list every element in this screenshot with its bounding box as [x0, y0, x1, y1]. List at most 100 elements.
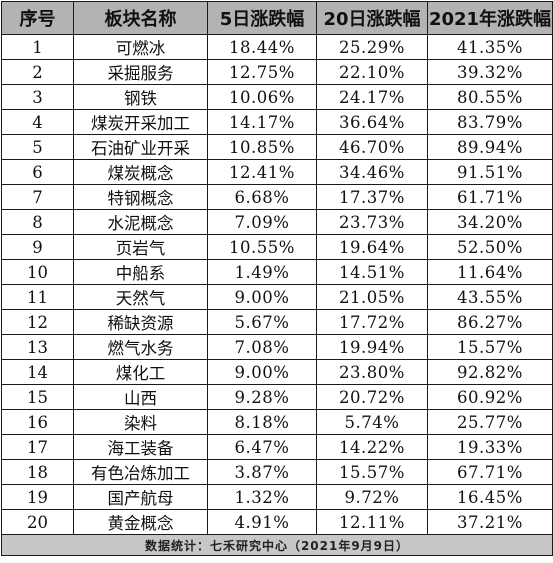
sector-name-cell: 页岩气	[73, 234, 208, 260]
change-2021-cell: 15.57%	[427, 334, 553, 360]
change-2021-cell: 52.50%	[427, 234, 553, 260]
change-2021-cell: 89.94%	[427, 134, 553, 160]
rank-cell: 3	[1, 84, 74, 110]
change-20d-cell: 23.73%	[316, 209, 428, 235]
change-2021-cell: 61.71%	[427, 184, 553, 210]
table-row: 14 煤化工 9.00% 23.80% 92.82%	[1, 359, 553, 385]
change-5d-cell: 8.18%	[207, 409, 317, 435]
change-2021-cell: 60.92%	[427, 384, 553, 410]
sector-name-cell: 黄金概念	[73, 509, 208, 535]
change-20d-cell: 46.70%	[316, 134, 428, 160]
table-row: 1 可燃冰 18.44% 25.29% 41.35%	[1, 34, 553, 60]
sector-name-cell: 稀缺资源	[73, 309, 208, 335]
header-sector-name: 板块名称	[73, 1, 208, 35]
header-20d-change: 20日涨跌幅	[316, 1, 428, 35]
change-20d-cell: 24.17%	[316, 84, 428, 110]
change-20d-cell: 19.64%	[316, 234, 428, 260]
change-20d-cell: 23.80%	[316, 359, 428, 385]
sector-name-cell: 可燃冰	[73, 34, 208, 60]
change-5d-cell: 9.28%	[207, 384, 317, 410]
sector-name-cell: 采掘服务	[73, 59, 208, 85]
change-2021-cell: 34.20%	[427, 209, 553, 235]
change-5d-cell: 18.44%	[207, 34, 317, 60]
change-20d-cell: 20.72%	[316, 384, 428, 410]
change-20d-cell: 19.94%	[316, 334, 428, 360]
change-20d-cell: 22.10%	[316, 59, 428, 85]
table-row: 8 水泥概念 7.09% 23.73% 34.20%	[1, 209, 553, 235]
table-body: 1 可燃冰 18.44% 25.29% 41.35% 2 采掘服务 12.75% 22.10% 3…	[1, 34, 553, 535]
sector-name-cell: 天然气	[73, 284, 208, 310]
table-row: 15 山西 9.28% 20.72% 60.92%	[1, 384, 553, 410]
change-5d-cell: 10.55%	[207, 234, 317, 260]
rank-cell: 6	[1, 159, 74, 185]
change-5d-cell: 14.17%	[207, 109, 317, 135]
sector-name-cell: 山西	[73, 384, 208, 410]
table-row: 11 天然气 9.00% 21.05% 43.55%	[1, 284, 553, 310]
change-5d-cell: 1.49%	[207, 259, 317, 285]
change-2021-cell: 16.45%	[427, 484, 553, 510]
change-2021-cell: 19.33%	[427, 434, 553, 460]
header-rank: 序号	[1, 1, 74, 35]
change-2021-cell: 25.77%	[427, 409, 553, 435]
change-20d-cell: 17.37%	[316, 184, 428, 210]
change-2021-cell: 11.64%	[427, 259, 553, 285]
rank-cell: 11	[1, 284, 74, 310]
change-20d-cell: 12.11%	[316, 509, 428, 535]
change-2021-cell: 41.35%	[427, 34, 553, 60]
sector-name-cell: 煤炭开采加工	[73, 109, 208, 135]
change-5d-cell: 6.47%	[207, 434, 317, 460]
sector-name-cell: 煤炭概念	[73, 159, 208, 185]
table-row: 16 染料 8.18% 5.74% 25.77%	[1, 409, 553, 435]
table-row: 12 稀缺资源 5.67% 17.72% 86.27%	[1, 309, 553, 335]
change-5d-cell: 7.09%	[207, 209, 317, 235]
rank-cell: 12	[1, 309, 74, 335]
sector-name-cell: 燃气水务	[73, 334, 208, 360]
sector-name-cell: 水泥概念	[73, 209, 208, 235]
sector-name-cell: 染料	[73, 409, 208, 435]
change-5d-cell: 10.85%	[207, 134, 317, 160]
table-row: 5 石油矿业开采 10.85% 46.70% 89.94%	[1, 134, 553, 160]
change-5d-cell: 9.00%	[207, 284, 317, 310]
table-header-row: 序号 板块名称 5日涨跌幅 20日涨跌幅 2021年涨跌幅	[1, 1, 553, 35]
table-row: 18 有色冶炼加工 3.87% 15.57% 67.71%	[1, 459, 553, 485]
change-20d-cell: 21.05%	[316, 284, 428, 310]
rank-cell: 1	[1, 34, 74, 60]
table-row: 19 国产航母 1.32% 9.72% 16.45%	[1, 484, 553, 510]
table-footer-row: 数据统计：七禾研究中心（2021年9月9日）	[1, 534, 553, 556]
table-row: 13 燃气水务 7.08% 19.94% 15.57%	[1, 334, 553, 360]
change-5d-cell: 6.68%	[207, 184, 317, 210]
header-2021-change: 2021年涨跌幅	[427, 1, 553, 35]
change-2021-cell: 83.79%	[427, 109, 553, 135]
rank-cell: 9	[1, 234, 74, 260]
sector-name-cell: 煤化工	[73, 359, 208, 385]
sector-name-cell: 特钢概念	[73, 184, 208, 210]
table-row: 9 页岩气 10.55% 19.64% 52.50%	[1, 234, 553, 260]
rank-cell: 5	[1, 134, 74, 160]
change-2021-cell: 92.82%	[427, 359, 553, 385]
change-5d-cell: 5.67%	[207, 309, 317, 335]
change-20d-cell: 36.64%	[316, 109, 428, 135]
table-row: 4 煤炭开采加工 14.17% 36.64% 83.79%	[1, 109, 553, 135]
rank-cell: 15	[1, 384, 74, 410]
sector-name-cell: 有色冶炼加工	[73, 459, 208, 485]
change-2021-cell: 43.55%	[427, 284, 553, 310]
change-5d-cell: 12.75%	[207, 59, 317, 85]
sector-name-cell: 海工装备	[73, 434, 208, 460]
change-5d-cell: 12.41%	[207, 159, 317, 185]
rank-cell: 13	[1, 334, 74, 360]
change-5d-cell: 10.06%	[207, 84, 317, 110]
change-20d-cell: 17.72%	[316, 309, 428, 335]
change-5d-cell: 1.32%	[207, 484, 317, 510]
rank-cell: 8	[1, 209, 74, 235]
header-5d-change: 5日涨跌幅	[207, 1, 317, 35]
rank-cell: 4	[1, 109, 74, 135]
change-20d-cell: 15.57%	[316, 459, 428, 485]
rank-cell: 18	[1, 459, 74, 485]
rank-cell: 14	[1, 359, 74, 385]
change-2021-cell: 39.32%	[427, 59, 553, 85]
rank-cell: 2	[1, 59, 74, 85]
change-5d-cell: 4.91%	[207, 509, 317, 535]
change-2021-cell: 86.27%	[427, 309, 553, 335]
